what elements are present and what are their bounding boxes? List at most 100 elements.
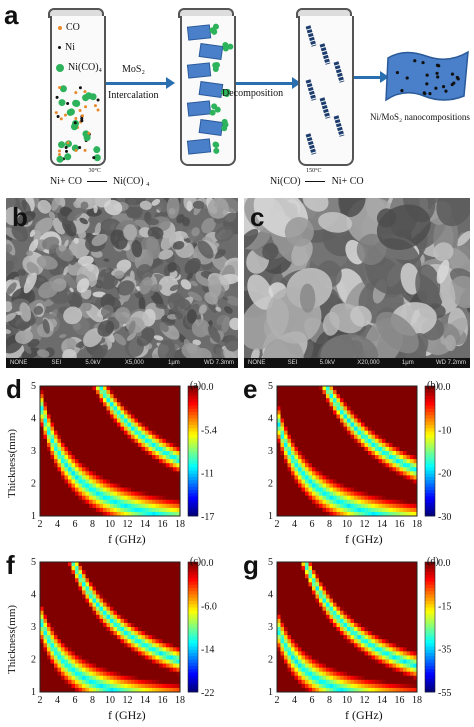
heatmap-cell	[392, 503, 397, 509]
sem-grain	[208, 275, 222, 298]
heatmap-cell	[127, 471, 132, 476]
heatmap-cell	[106, 386, 111, 391]
heatmap-cell	[385, 491, 390, 497]
heatmap-cell	[85, 467, 90, 472]
heatmap-cell	[110, 402, 114, 407]
sem-grain	[146, 236, 161, 260]
heatmap-cell	[64, 651, 69, 656]
heatmap-cell	[85, 402, 90, 407]
heatmap-cell	[110, 614, 114, 620]
heatmap-cell	[43, 602, 48, 608]
heatmap-cell	[106, 663, 111, 669]
heatmap-cell	[392, 459, 397, 464]
heatmap-cell	[350, 503, 355, 509]
heatmap-cell	[78, 671, 83, 677]
heatmap-cell	[106, 442, 111, 448]
heatmap-cell	[159, 627, 163, 632]
heatmap-cell	[169, 471, 174, 476]
heatmap-cell	[99, 438, 104, 444]
heatmap-cell	[301, 426, 306, 432]
heatmap-cell	[47, 655, 51, 660]
heatmap-cell	[124, 586, 128, 591]
heatmap-cell	[43, 578, 48, 583]
colorbar-tick-label: 0.0	[201, 558, 214, 569]
colorbar-segment	[425, 395, 435, 400]
colorbar-segment	[188, 688, 198, 693]
heatmap-cell	[131, 647, 135, 652]
heatmap-cell	[176, 602, 181, 608]
heatmap-cell	[155, 499, 160, 505]
heatmap-cell	[92, 643, 97, 648]
heatmap-cell	[75, 418, 79, 423]
heatmap-cell	[357, 487, 362, 493]
heatmap-cell	[141, 659, 146, 664]
heatmap-cell	[127, 446, 132, 452]
heatmap-cell	[57, 463, 62, 468]
heatmap-cell	[169, 610, 174, 616]
heatmap-cell	[120, 459, 125, 464]
heatmap-cell	[375, 499, 379, 505]
heatmap-cell	[57, 459, 62, 464]
heatmap-cell	[326, 475, 330, 480]
heatmap-cell	[329, 414, 334, 419]
heatmap-cell	[47, 643, 51, 648]
heatmap-cell	[117, 406, 121, 411]
heatmap-cell	[284, 446, 288, 452]
heatmap-cell	[120, 631, 125, 636]
heatmap-cell	[99, 622, 104, 628]
heatmap-cell	[169, 442, 174, 448]
heatmap-cell	[312, 398, 316, 403]
heatmap-cell	[173, 451, 177, 456]
nico4-dot	[209, 27, 216, 34]
heatmap-cell	[162, 590, 167, 595]
heatmap-cell	[120, 647, 125, 652]
heatmap-cell	[152, 442, 156, 448]
heatmap-cell	[50, 639, 55, 644]
heatmap-cell	[176, 471, 181, 476]
heatmap-cell	[354, 451, 358, 456]
heatmap-cell	[54, 643, 58, 648]
mos2-layer	[186, 138, 212, 155]
heatmap-cell	[389, 430, 393, 436]
heatmap-cell	[284, 479, 288, 484]
heatmap-cell	[354, 386, 358, 391]
heatmap-cell	[110, 483, 114, 488]
heatmap-cell	[329, 410, 334, 415]
heatmap-cell	[392, 507, 397, 513]
mos2-layer	[186, 24, 212, 41]
heatmap-cell	[127, 475, 132, 480]
heatmap-cell	[68, 635, 72, 640]
heatmap-cell	[92, 639, 97, 644]
heatmap-cell	[410, 495, 414, 501]
heatmap-cell	[92, 398, 97, 403]
heatmap-cell	[169, 479, 174, 484]
heatmap-cell	[155, 487, 160, 493]
heatmap-cell	[280, 647, 285, 652]
heatmap-cell	[315, 410, 320, 415]
heatmap-cell	[280, 442, 285, 448]
heatmap-cell	[152, 394, 156, 399]
heatmap-cell	[148, 414, 153, 419]
heatmap-cell	[75, 614, 79, 620]
heatmap-cell	[277, 410, 281, 415]
heatmap-cell	[294, 598, 299, 604]
schematic-panel-a: a CO Ni Ni(CO)₄ MoS₂ Intercalation Decom…	[0, 0, 474, 195]
heatmap-cell	[396, 406, 400, 411]
heatmap-cell	[176, 663, 181, 669]
heatmap-cell	[162, 586, 167, 591]
heatmap-cell	[315, 426, 320, 432]
heatmap-cell	[110, 499, 114, 505]
sem-grain	[224, 335, 238, 352]
heatmap-cell	[131, 410, 135, 415]
heatmap-cell	[43, 511, 48, 517]
heatmap-cell	[40, 643, 44, 648]
heatmap-cell	[162, 614, 167, 620]
heatmap-cell	[277, 430, 281, 436]
heatmap-cell	[131, 503, 135, 509]
heatmap-cell	[106, 635, 111, 640]
heatmap-cell	[131, 582, 135, 587]
heatmap-cell	[322, 426, 327, 432]
heatmap-cell	[162, 622, 167, 628]
heatmap-cell	[99, 434, 104, 440]
heatmap-cell	[61, 442, 65, 448]
